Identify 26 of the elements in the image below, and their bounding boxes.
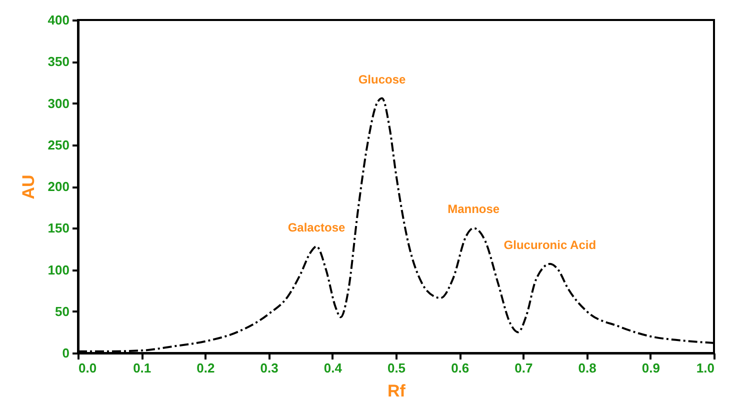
x-tick-label: 0.4 xyxy=(324,360,343,376)
y-tick-label: 0 xyxy=(62,346,70,360)
x-tick-label: 0.2 xyxy=(196,360,215,376)
x-tick-label: 0.1 xyxy=(133,360,152,376)
y-axis-title: AU xyxy=(18,174,38,200)
annotation: Mannose xyxy=(448,202,500,216)
y-tick-label: 150 xyxy=(48,220,70,236)
annotation: Glucose xyxy=(358,72,406,86)
x-tick-label: 0.9 xyxy=(642,360,660,376)
x-axis-title: Rf xyxy=(388,382,406,400)
x-tick-label: 0.3 xyxy=(260,360,278,376)
y-tick-label: 400 xyxy=(48,12,70,28)
y-tick-label: 50 xyxy=(55,304,70,319)
x-tick-label: 0.7 xyxy=(514,360,533,376)
annotation: Galactose xyxy=(288,220,346,234)
y-tick-label: 100 xyxy=(48,262,70,278)
x-tick-label: 0.5 xyxy=(387,360,406,376)
annotation: Glucuronic Acid xyxy=(504,238,596,252)
x-tick-label: 0.0 xyxy=(78,360,97,376)
x-tick-label: 1.0 xyxy=(696,360,714,376)
y-tick-label: 250 xyxy=(48,137,70,152)
x-tick-label: 0.6 xyxy=(451,360,470,376)
x-tick-label: 0.8 xyxy=(578,360,596,376)
y-tick-label: 200 xyxy=(48,179,70,194)
y-tick-label: 300 xyxy=(48,96,70,111)
y-tick-label: 350 xyxy=(48,54,70,70)
